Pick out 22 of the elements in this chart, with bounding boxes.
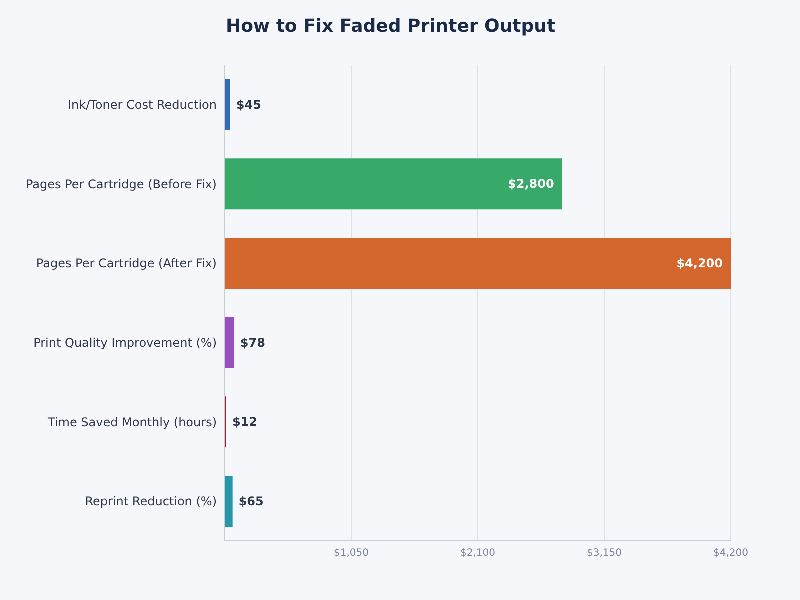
data-label: $78 [240,336,266,350]
data-label: $65 [238,494,264,508]
y-tick-label: Time Saved Monthly (hours) [46,415,217,430]
x-tick-label: $3,150 [587,548,622,560]
data-label: $12 [232,415,258,430]
bar [225,476,233,527]
data-label: $4,200 [676,256,723,270]
x-tick-label: $1,050 [334,548,369,560]
y-tick-label: Reprint Reduction (%) [85,494,217,509]
data-label: $45 [236,98,262,112]
x-tick-label: $4,200 [714,548,748,560]
chart-title: How to Fix Faded Printer Output [226,16,556,37]
x-tick-label: $2,100 [460,548,496,560]
y-tick-label: Pages Per Cartridge (Before Fix) [26,177,217,192]
data-label: $2,800 [508,177,554,192]
bar [225,79,230,130]
bar [225,238,731,289]
bar [225,317,234,368]
y-tick-label: Pages Per Cartridge (After Fix) [36,256,217,271]
bar [225,158,562,210]
y-tick-label: Print Quality Improvement (%) [34,336,217,350]
y-tick-label: Ink/Toner Cost Reduction [68,98,217,112]
